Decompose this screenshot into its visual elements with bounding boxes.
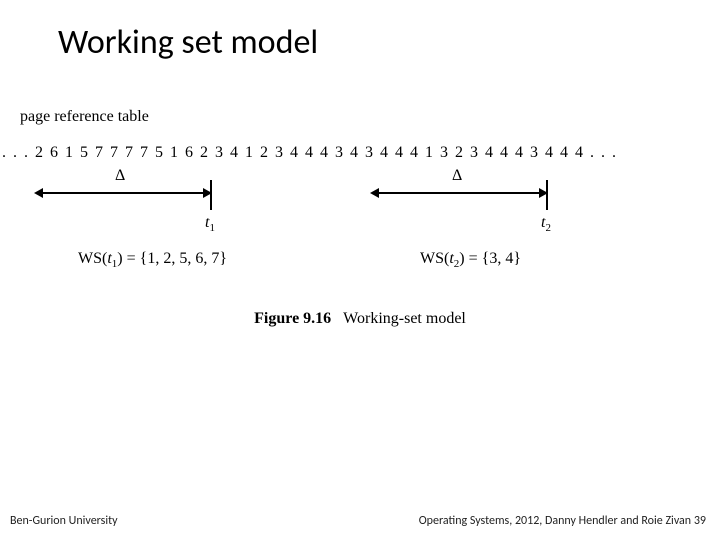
ws1-text: WS(t1) = {1, 2, 5, 6, 7} — [78, 250, 227, 270]
delta-2: Δ — [452, 167, 462, 185]
t2-label: t2 — [541, 214, 551, 234]
tick-t1 — [210, 180, 212, 210]
slide: Working set model page reference table .… — [0, 0, 720, 540]
footer-left: Ben-Gurion University — [10, 514, 118, 528]
window-2-arrow — [370, 186, 548, 200]
footer-right: Operating Systems, 2012, Danny Hendler a… — [419, 514, 706, 528]
window-1-arrow — [34, 186, 212, 200]
slide-title: Working set model — [58, 22, 318, 63]
delta-1: Δ — [115, 167, 125, 185]
t1-label: t1 — [205, 214, 215, 234]
figure-caption: Figure 9.16 Working-set model — [0, 310, 720, 328]
page-ref-label: page reference table — [20, 108, 149, 126]
ws2-text: WS(t2) = {3, 4} — [420, 250, 521, 270]
reference-string: . . . 2 6 1 5 7 7 7 7 5 1 6 2 3 4 1 2 3 … — [0, 144, 720, 162]
tick-t2 — [546, 180, 548, 210]
